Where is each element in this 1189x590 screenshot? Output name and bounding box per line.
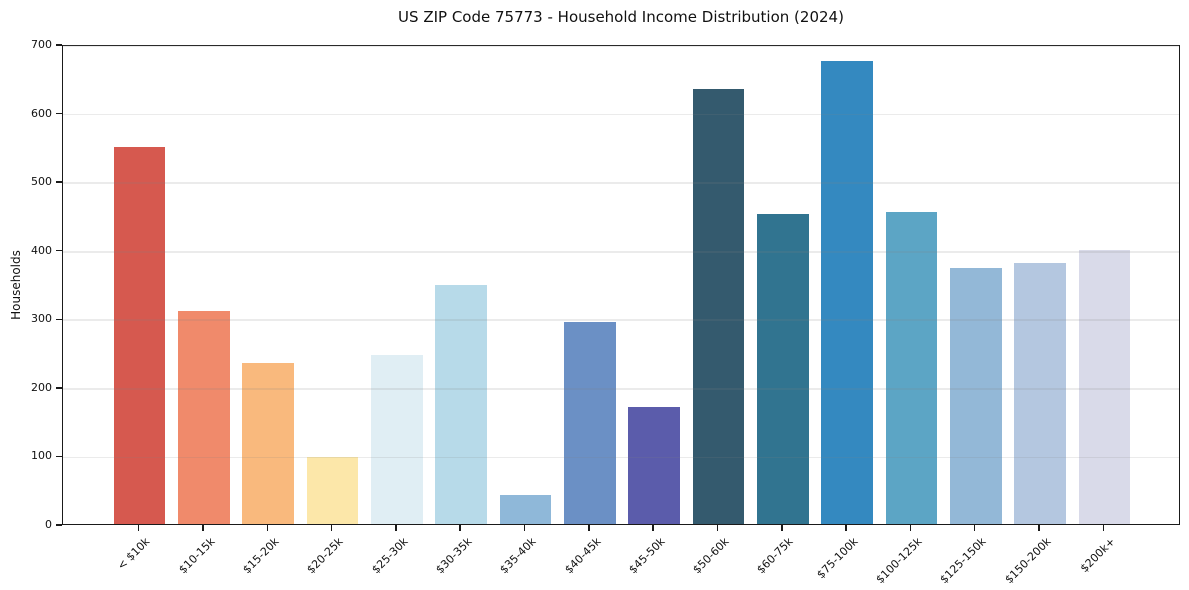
bar-150-200k xyxy=(1014,263,1066,524)
bar-15-20k xyxy=(242,362,294,524)
x-tick-mark-3 xyxy=(330,525,333,531)
x-tick-label-9: $50-60k xyxy=(690,535,732,577)
gridline-400 xyxy=(63,250,1179,253)
y-tick-label-300: 300 xyxy=(31,312,52,326)
x-tick-label-2: $15-20k xyxy=(240,535,282,577)
y-tick-mark-300 xyxy=(56,318,62,320)
y-axis-label: Households xyxy=(9,250,23,320)
x-tick-label-10: $60-75k xyxy=(754,535,797,577)
x-tick-mark-4 xyxy=(395,525,397,531)
bar-50-60k xyxy=(692,88,745,524)
x-tick-label-7: $40-45k xyxy=(561,535,604,577)
y-tick-mark-0 xyxy=(56,524,62,526)
bar-100-125k xyxy=(885,212,938,524)
y-tick-label-0: 0 xyxy=(45,518,52,531)
bar-35-40k xyxy=(499,494,552,524)
chart-title: US ZIP Code 75773 - Household Income Dis… xyxy=(398,8,844,26)
plot-area xyxy=(62,45,1180,525)
bar-40-45k xyxy=(564,321,616,524)
x-tick-mark-10 xyxy=(781,525,783,531)
bar-200k+ xyxy=(1078,249,1131,524)
x-tick-mark-8 xyxy=(652,525,654,531)
x-tick-label-15: $200k+ xyxy=(1077,535,1118,576)
x-tick-label-4: $25-30k xyxy=(368,535,411,577)
gridline-600 xyxy=(63,113,1179,116)
x-tick-label-1: $10-15k xyxy=(175,535,218,577)
x-tick-label-12: $100-125k xyxy=(873,535,925,587)
x-tick-mark-2 xyxy=(266,525,268,531)
x-tick-label-0: < $10k xyxy=(115,535,153,573)
gridline-200 xyxy=(63,388,1179,390)
gridline-700 xyxy=(63,45,1179,47)
bar-75-100k xyxy=(821,61,873,524)
bar-10k xyxy=(113,146,166,524)
x-tick-mark-14 xyxy=(1038,525,1040,531)
y-tick-mark-400 xyxy=(56,250,62,252)
bar-10-15k xyxy=(178,311,230,524)
bar-20-25k xyxy=(306,456,359,524)
y-tick-label-100: 100 xyxy=(31,449,52,463)
bar-45-50k xyxy=(628,407,680,524)
y-tick-mark-100 xyxy=(56,455,62,458)
y-tick-label-500: 500 xyxy=(31,175,52,189)
y-tick-label-400: 400 xyxy=(31,243,52,257)
gridline-500 xyxy=(63,182,1179,184)
bar-60-75k xyxy=(757,214,809,524)
y-tick-mark-200 xyxy=(56,387,62,389)
y-tick-label-600: 600 xyxy=(31,106,52,120)
x-tick-mark-15 xyxy=(1102,525,1105,531)
y-tick-label-200: 200 xyxy=(31,380,52,394)
bar-25-30k xyxy=(371,354,423,524)
gridline-100 xyxy=(63,456,1179,459)
x-tick-label-14: $150-200k xyxy=(1002,535,1054,587)
y-tick-mark-500 xyxy=(56,181,62,183)
x-tick-mark-7 xyxy=(588,525,590,531)
x-tick-mark-0 xyxy=(137,525,140,531)
y-tick-label-700: 700 xyxy=(31,38,52,51)
x-tick-label-3: $20-25k xyxy=(304,535,346,577)
x-tick-mark-13 xyxy=(974,525,976,531)
y-tick-mark-700 xyxy=(56,44,62,46)
x-tick-label-13: $125-150k xyxy=(937,535,990,587)
x-tick-mark-5 xyxy=(459,525,461,531)
bar-30-35k xyxy=(435,285,487,524)
x-tick-mark-6 xyxy=(523,525,526,531)
x-tick-mark-9 xyxy=(716,525,719,531)
gridline-300 xyxy=(63,319,1179,322)
x-tick-label-5: $30-35k xyxy=(433,535,475,577)
x-tick-label-11: $75-100k xyxy=(814,535,861,582)
bar-125-150k xyxy=(950,268,1002,524)
x-tick-mark-1 xyxy=(202,525,204,531)
x-tick-mark-12 xyxy=(909,525,912,531)
y-tick-mark-600 xyxy=(56,112,62,115)
x-tick-label-8: $45-50k xyxy=(626,535,668,577)
x-tick-mark-11 xyxy=(845,525,847,531)
x-tick-label-6: $35-40k xyxy=(497,535,539,577)
